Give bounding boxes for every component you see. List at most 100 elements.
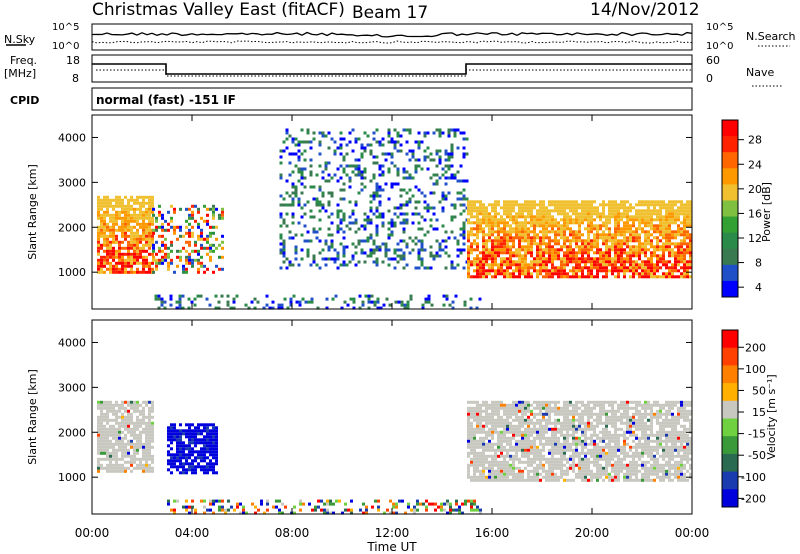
heatmap-cell (118, 243, 121, 247)
heatmap-cell (542, 448, 545, 452)
heatmap-cell (203, 444, 206, 448)
heatmap-cell (542, 430, 545, 434)
heatmap-cell (118, 228, 121, 232)
heatmap-cell (512, 457, 515, 461)
heatmap-cell (444, 245, 448, 249)
heatmap-cell (363, 251, 367, 255)
heatmap-cell (551, 427, 554, 431)
heatmap-cell (438, 245, 442, 249)
heatmap-cell (506, 454, 509, 458)
heatmap-cell (97, 258, 100, 262)
heatmap-cell (106, 249, 109, 253)
heatmap-cell (620, 242, 623, 246)
heatmap-cell (226, 300, 230, 304)
heatmap-cell (506, 224, 509, 228)
heatmap-cell (106, 234, 109, 238)
heatmap-cell (167, 468, 170, 472)
nsearch-label: N.Search (746, 30, 796, 43)
heatmap-cell (97, 207, 100, 211)
heatmap-cell (638, 457, 641, 461)
heatmap-cell (590, 433, 593, 437)
heatmap-cell (605, 457, 608, 461)
heatmap-cell (185, 471, 188, 475)
heatmap-cell (608, 439, 611, 443)
heatmap-cell (127, 213, 130, 217)
heatmap-cell (112, 433, 115, 437)
heatmap-cell (145, 448, 148, 452)
heatmap-cell (539, 242, 542, 246)
heatmap-cell (133, 237, 136, 241)
heatmap-cell (521, 451, 524, 455)
heatmap-cell (662, 275, 665, 279)
heatmap-cell (596, 448, 599, 452)
heatmap-cell (566, 400, 569, 404)
heatmap-cell (581, 433, 584, 437)
heatmap-cell (97, 463, 100, 467)
heatmap-cell (557, 251, 560, 255)
heatmap-cell (539, 418, 542, 422)
heatmap-cell (548, 236, 551, 240)
heatmap-cell (145, 225, 148, 229)
heatmap-cell (620, 227, 623, 231)
heatmap-cell (173, 465, 176, 469)
heatmap-cell (611, 448, 614, 452)
heatmap-cell (656, 239, 659, 243)
heatmap-cell (638, 263, 641, 267)
heatmap-cell (485, 212, 488, 216)
heatmap-cell (497, 433, 500, 437)
heatmap-cell (488, 227, 491, 231)
heatmap-cell (194, 249, 197, 253)
heatmap-cell (494, 275, 497, 279)
heatmap-cell (518, 257, 521, 261)
heatmap-cell (124, 195, 127, 199)
heatmap-cell (659, 221, 662, 225)
heatmap-cell (587, 203, 590, 207)
heatmap-cell (100, 255, 103, 259)
heatmap-cell (557, 475, 560, 479)
heatmap-cell (530, 206, 533, 210)
heatmap-cell (112, 448, 115, 452)
heatmap-cell (291, 263, 295, 267)
heatmap-cell (521, 215, 524, 219)
heatmap-cell (575, 418, 578, 422)
heatmap-cell (151, 216, 154, 220)
heatmap-cell (429, 191, 433, 195)
heatmap-cell (512, 427, 515, 431)
heatmap-cell (354, 173, 358, 177)
heatmap-cell (155, 216, 158, 220)
heatmap-cell (497, 218, 500, 222)
heatmap-cell (503, 251, 506, 255)
heatmap-cell (497, 415, 500, 419)
heatmap-cell (429, 158, 433, 162)
heatmap-cell (593, 427, 596, 431)
heatmap-cell (602, 233, 605, 237)
heatmap-cell (473, 269, 476, 273)
heatmap-cell (689, 215, 692, 219)
heatmap-cell (650, 227, 653, 231)
heatmap-cell (130, 412, 133, 416)
heatmap-cell (447, 167, 451, 171)
heatmap-cell (444, 170, 448, 174)
heatmap-cell (324, 179, 328, 183)
heatmap-cell (584, 454, 587, 458)
heatmap-cell (303, 167, 307, 171)
heatmap-cell (629, 418, 632, 422)
heatmap-cell (527, 475, 530, 479)
heatmap-cell (118, 403, 121, 407)
heatmap-cell (203, 468, 206, 472)
heatmap-cell (584, 412, 587, 416)
heatmap-cell (348, 221, 352, 225)
heatmap-cell (509, 200, 512, 204)
heatmap-cell (578, 203, 581, 207)
heatmap-cell (560, 206, 563, 210)
heatmap-cell (121, 207, 124, 211)
heatmap-cell (139, 204, 142, 208)
heatmap-cell (536, 248, 539, 252)
heatmap-cell (548, 251, 551, 255)
heatmap-cell (106, 228, 109, 232)
heatmap-cell (136, 237, 139, 241)
heatmap-cell (503, 403, 506, 407)
heatmap-cell (500, 430, 503, 434)
noise-panel: N.Sky 10^5 10^0 10^5 10^0 N.Search (4, 22, 796, 52)
heatmap-cell (611, 433, 614, 437)
